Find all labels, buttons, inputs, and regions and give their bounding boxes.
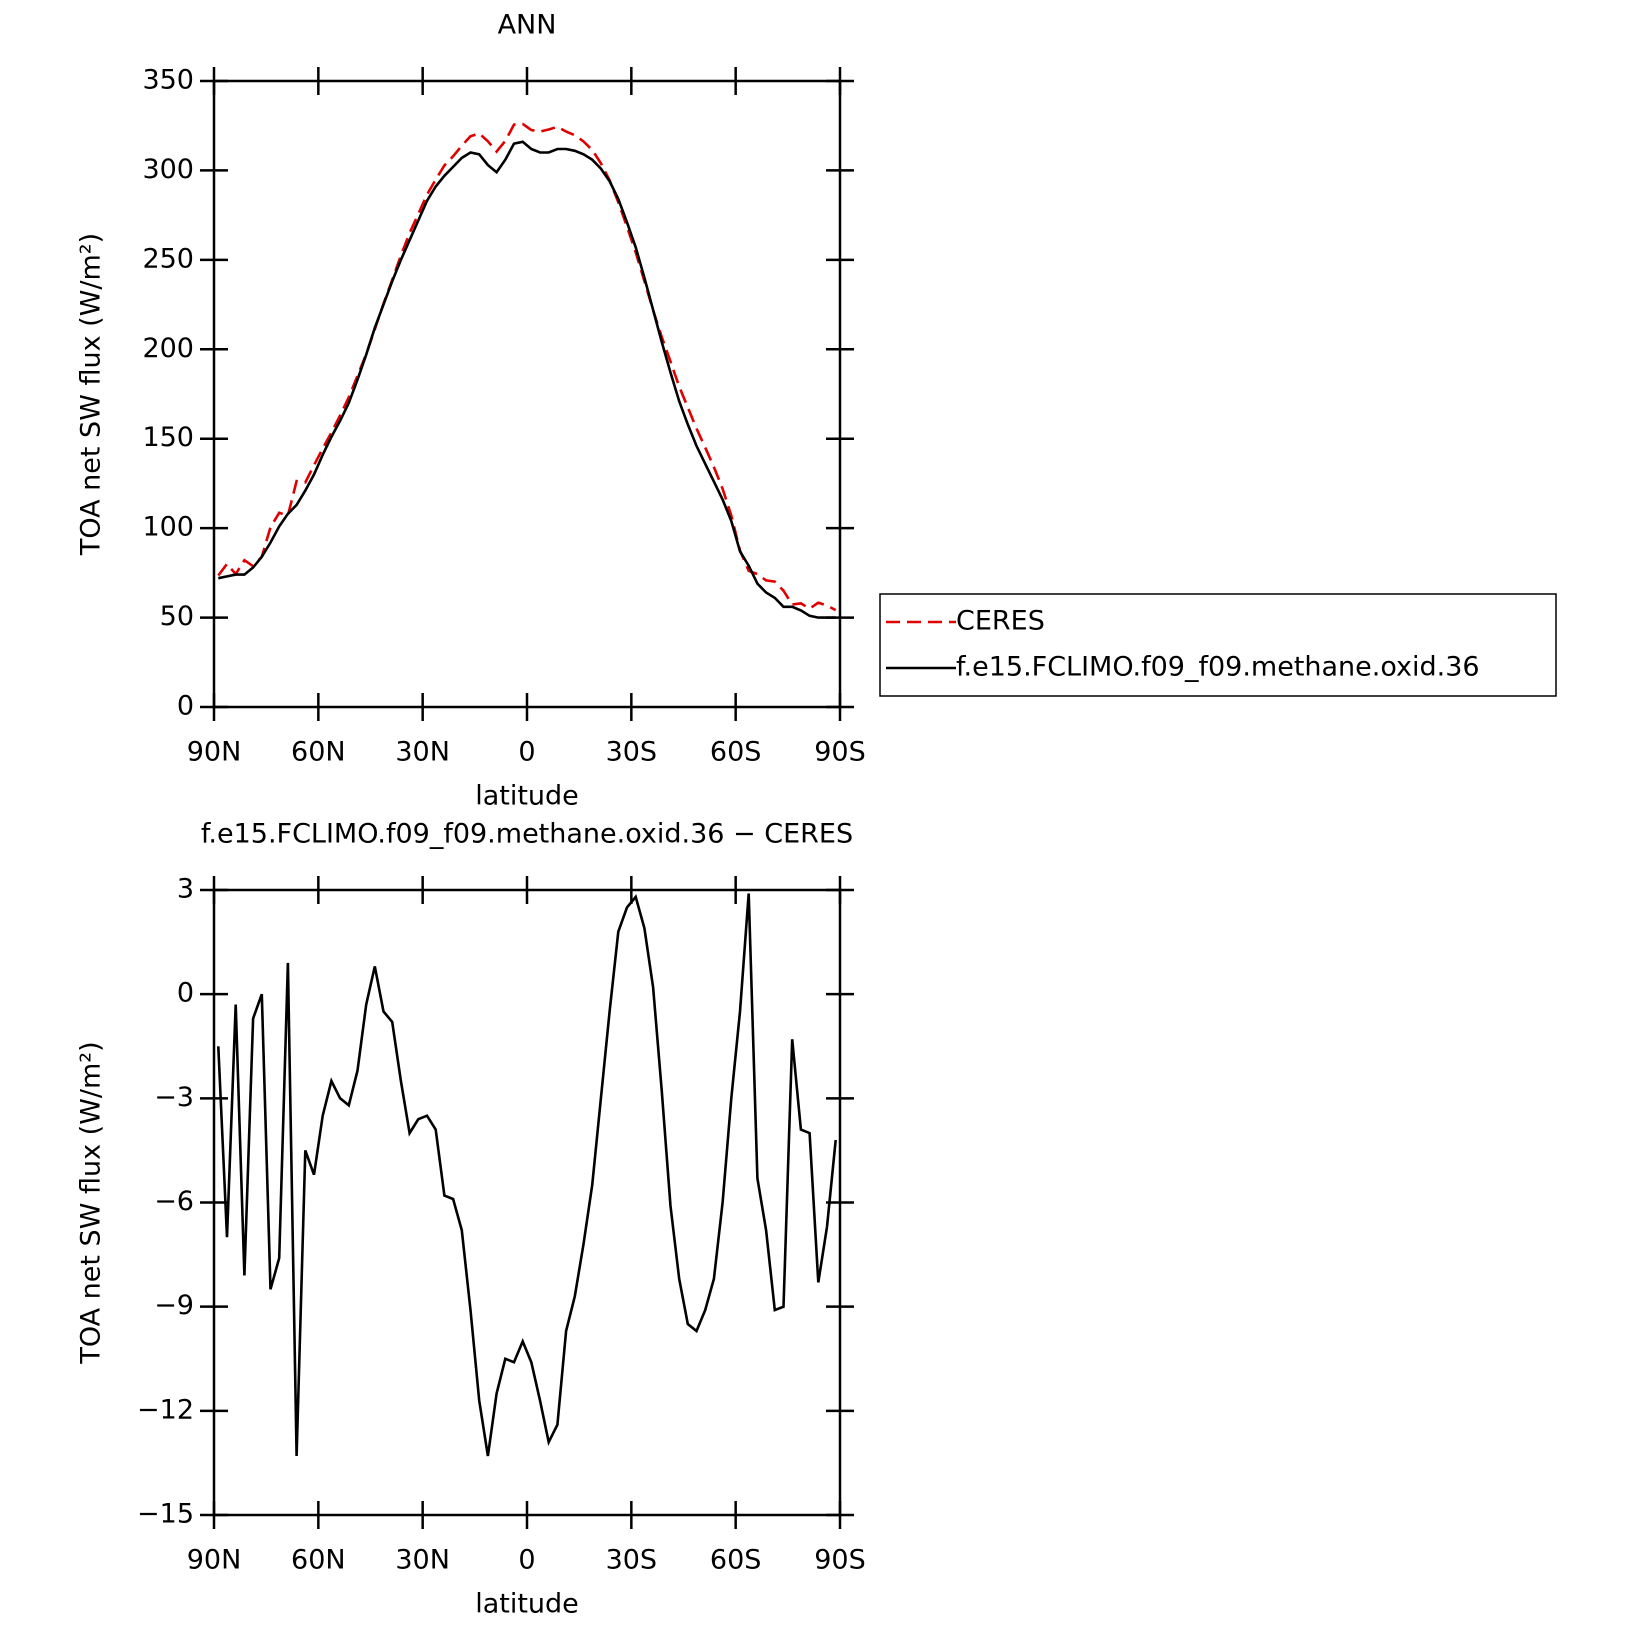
x-tick-label: 90N xyxy=(187,1545,242,1576)
series-line xyxy=(217,893,837,1457)
y-tick-label: 300 xyxy=(142,154,194,185)
x-tick-label: 90S xyxy=(814,1545,866,1576)
x-tick-label: 90S xyxy=(814,737,866,768)
x-tick-label: 30N xyxy=(395,737,450,768)
x-tick-label: 90N xyxy=(187,737,242,768)
y-tick-label: −3 xyxy=(154,1082,194,1113)
y-axis-label: TOA net SW flux (W/m²) xyxy=(76,233,107,556)
y-tick-label: 150 xyxy=(142,422,194,453)
x-axis-label: latitude xyxy=(475,781,579,812)
plot-frame xyxy=(212,79,842,709)
chart-title: ANN xyxy=(498,10,557,41)
x-tick-label: 60S xyxy=(710,1545,762,1576)
y-tick-label: 100 xyxy=(142,512,194,543)
series-line xyxy=(218,140,836,619)
x-tick-label: 60N xyxy=(291,1545,346,1576)
legend-label: CERES xyxy=(956,606,1045,637)
x-tick-label: 0 xyxy=(518,1545,535,1576)
y-tick-label: 3 xyxy=(177,874,194,905)
legend-box xyxy=(879,593,1557,697)
chart-title: f.e15.FCLIMO.f09_f09.methane.oxid.36 − C… xyxy=(201,819,853,850)
x-tick-label: 30N xyxy=(395,1545,450,1576)
y-tick-label: 350 xyxy=(142,65,194,96)
y-tick-label: −9 xyxy=(154,1290,194,1321)
x-tick-label: 30S xyxy=(606,737,658,768)
y-tick-label: 0 xyxy=(177,978,194,1009)
x-tick-label: 60N xyxy=(291,737,346,768)
y-tick-label: 250 xyxy=(142,243,194,274)
y-tick-label: 200 xyxy=(142,333,194,364)
y-tick-label: 50 xyxy=(160,601,194,632)
x-tick-label: 0 xyxy=(518,737,535,768)
series-line xyxy=(217,122,837,612)
y-axis-label: TOA net SW flux (W/m²) xyxy=(76,1041,107,1364)
x-tick-label: 30S xyxy=(606,1545,658,1576)
legend-label: f.e15.FCLIMO.f09_f09.methane.oxid.36 xyxy=(956,652,1480,683)
y-tick-label: −12 xyxy=(137,1394,194,1425)
plot-frame xyxy=(212,888,842,1517)
y-tick-label: −6 xyxy=(154,1186,194,1217)
x-axis-label: latitude xyxy=(475,1589,579,1620)
y-tick-label: −15 xyxy=(137,1499,194,1530)
x-tick-label: 60S xyxy=(710,737,762,768)
y-tick-label: 0 xyxy=(177,691,194,722)
